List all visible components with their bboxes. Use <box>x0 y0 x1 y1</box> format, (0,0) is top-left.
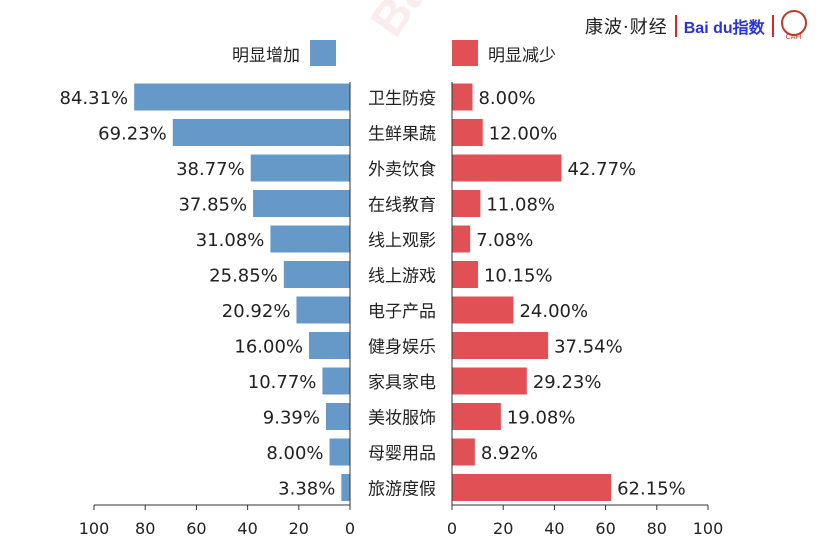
legend-decrease-swatch <box>452 40 478 66</box>
tick-label-left: 0 <box>345 519 355 538</box>
bar-increase <box>283 261 350 288</box>
data-label-increase: 25.85% <box>209 266 278 287</box>
category-label: 母婴用品 <box>368 444 436 464</box>
brand-divider <box>674 14 677 37</box>
legend-decrease-label: 明显减少 <box>488 45 556 66</box>
bar-decrease <box>452 119 483 146</box>
brand-divider <box>771 14 774 37</box>
bar-decrease <box>452 403 501 430</box>
legend-increase-label: 明显增加 <box>232 45 300 66</box>
bar-decrease <box>452 154 562 182</box>
data-label-decrease: 7.08% <box>476 230 533 251</box>
bar-increase <box>134 83 350 111</box>
data-label-decrease: 11.08% <box>486 195 555 216</box>
tick-label-right: 80 <box>647 519 667 538</box>
value-labels-group: 84.31% 8.00% 69.23% 12.00% 38.77% 42.77% 37.85… <box>60 88 686 500</box>
bar-decrease <box>452 332 549 359</box>
category-label: 卫生防疫 <box>368 89 436 109</box>
data-label-decrease: 19.08% <box>507 408 576 429</box>
bar-decrease <box>452 474 612 501</box>
data-label-increase: 8.00% <box>266 443 323 464</box>
bar-increase <box>250 154 350 182</box>
tick-label-right: 40 <box>544 519 564 538</box>
data-label-decrease: 8.00% <box>478 88 535 109</box>
data-label-decrease: 29.23% <box>533 372 602 393</box>
category-label: 电子产品 <box>368 302 436 322</box>
bar-increase <box>322 367 350 395</box>
data-label-increase: 31.08% <box>196 230 265 251</box>
bar-decrease <box>452 296 514 324</box>
data-label-increase: 20.92% <box>222 301 291 322</box>
bar-increase <box>325 403 350 430</box>
data-label-increase: 10.77% <box>248 372 317 393</box>
tick-label-right: 100 <box>693 519 724 538</box>
tick-label-left: 100 <box>79 519 110 538</box>
axes-group: 100 80 60 40 20 0 0 20 40 60 80 100 <box>79 82 724 538</box>
bar-increase <box>329 438 350 466</box>
tick-label-right: 20 <box>493 519 513 538</box>
data-label-increase: 69.23% <box>98 124 167 145</box>
data-label-increase: 37.85% <box>178 195 247 216</box>
bar-increase <box>341 474 350 501</box>
category-label: 生鲜果蔬 <box>368 125 436 145</box>
bar-increase <box>309 332 350 359</box>
bar-decrease <box>452 438 475 466</box>
tick-label-left: 20 <box>289 519 309 538</box>
brand-logos: 康波·财经 Bai du指数 CAFI <box>585 10 807 41</box>
data-label-increase: 16.00% <box>234 337 303 358</box>
data-label-decrease: 42.77% <box>567 159 636 180</box>
legend-increase-swatch <box>310 40 336 66</box>
data-label-decrease: 10.15% <box>484 266 553 287</box>
bar-increase <box>270 225 350 253</box>
category-labels-group: 卫生防疫生鲜果蔬外卖饮食在线教育线上观影线上游戏电子产品健身娱乐家具家电美妆服饰… <box>368 89 436 500</box>
bar-decrease <box>452 367 527 395</box>
data-label-increase: 84.31% <box>60 88 129 109</box>
seal-text: CAFI <box>785 34 802 41</box>
bar-increase <box>253 190 350 217</box>
data-label-increase: 3.38% <box>278 479 335 500</box>
data-label-decrease: 37.54% <box>554 337 623 358</box>
bar-decrease <box>452 83 473 111</box>
seal-icon <box>780 10 807 36</box>
category-label: 家具家电 <box>368 373 436 393</box>
data-label-decrease: 12.00% <box>489 124 558 145</box>
data-label-decrease: 8.92% <box>481 443 538 464</box>
tick-label-right: 60 <box>595 519 615 538</box>
increase-bars-group <box>134 83 350 501</box>
category-label: 旅游度假 <box>368 480 436 500</box>
bar-decrease <box>452 261 478 288</box>
decrease-bars-group <box>452 83 612 501</box>
category-label: 线上观影 <box>368 231 436 251</box>
bar-increase <box>172 119 350 146</box>
data-label-decrease: 24.00% <box>519 301 588 322</box>
data-label-increase: 38.77% <box>176 159 245 180</box>
bar-increase <box>296 296 350 324</box>
legend-increase: 明显增加 <box>232 40 336 66</box>
category-label: 美妆服饰 <box>368 409 436 429</box>
baidu-index-logo: Bai du指数 <box>683 19 765 37</box>
category-label: 线上游戏 <box>368 267 436 287</box>
legend-decrease: 明显减少 <box>452 40 556 66</box>
tick-label-right: 0 <box>447 519 457 538</box>
category-label: 外卖饮食 <box>368 160 436 180</box>
tick-label-left: 80 <box>135 519 155 538</box>
category-label: 在线教育 <box>368 196 436 216</box>
tick-label-left: 40 <box>237 519 257 538</box>
cafi-seal: CAFI <box>780 10 807 41</box>
data-label-decrease: 62.15% <box>617 479 686 500</box>
bar-decrease <box>452 190 481 217</box>
bar-decrease <box>452 225 471 253</box>
data-label-increase: 9.39% <box>263 408 320 429</box>
source-logo: 康波·财经 <box>585 16 668 38</box>
category-label: 健身娱乐 <box>368 338 436 358</box>
tick-label-left: 60 <box>186 519 206 538</box>
